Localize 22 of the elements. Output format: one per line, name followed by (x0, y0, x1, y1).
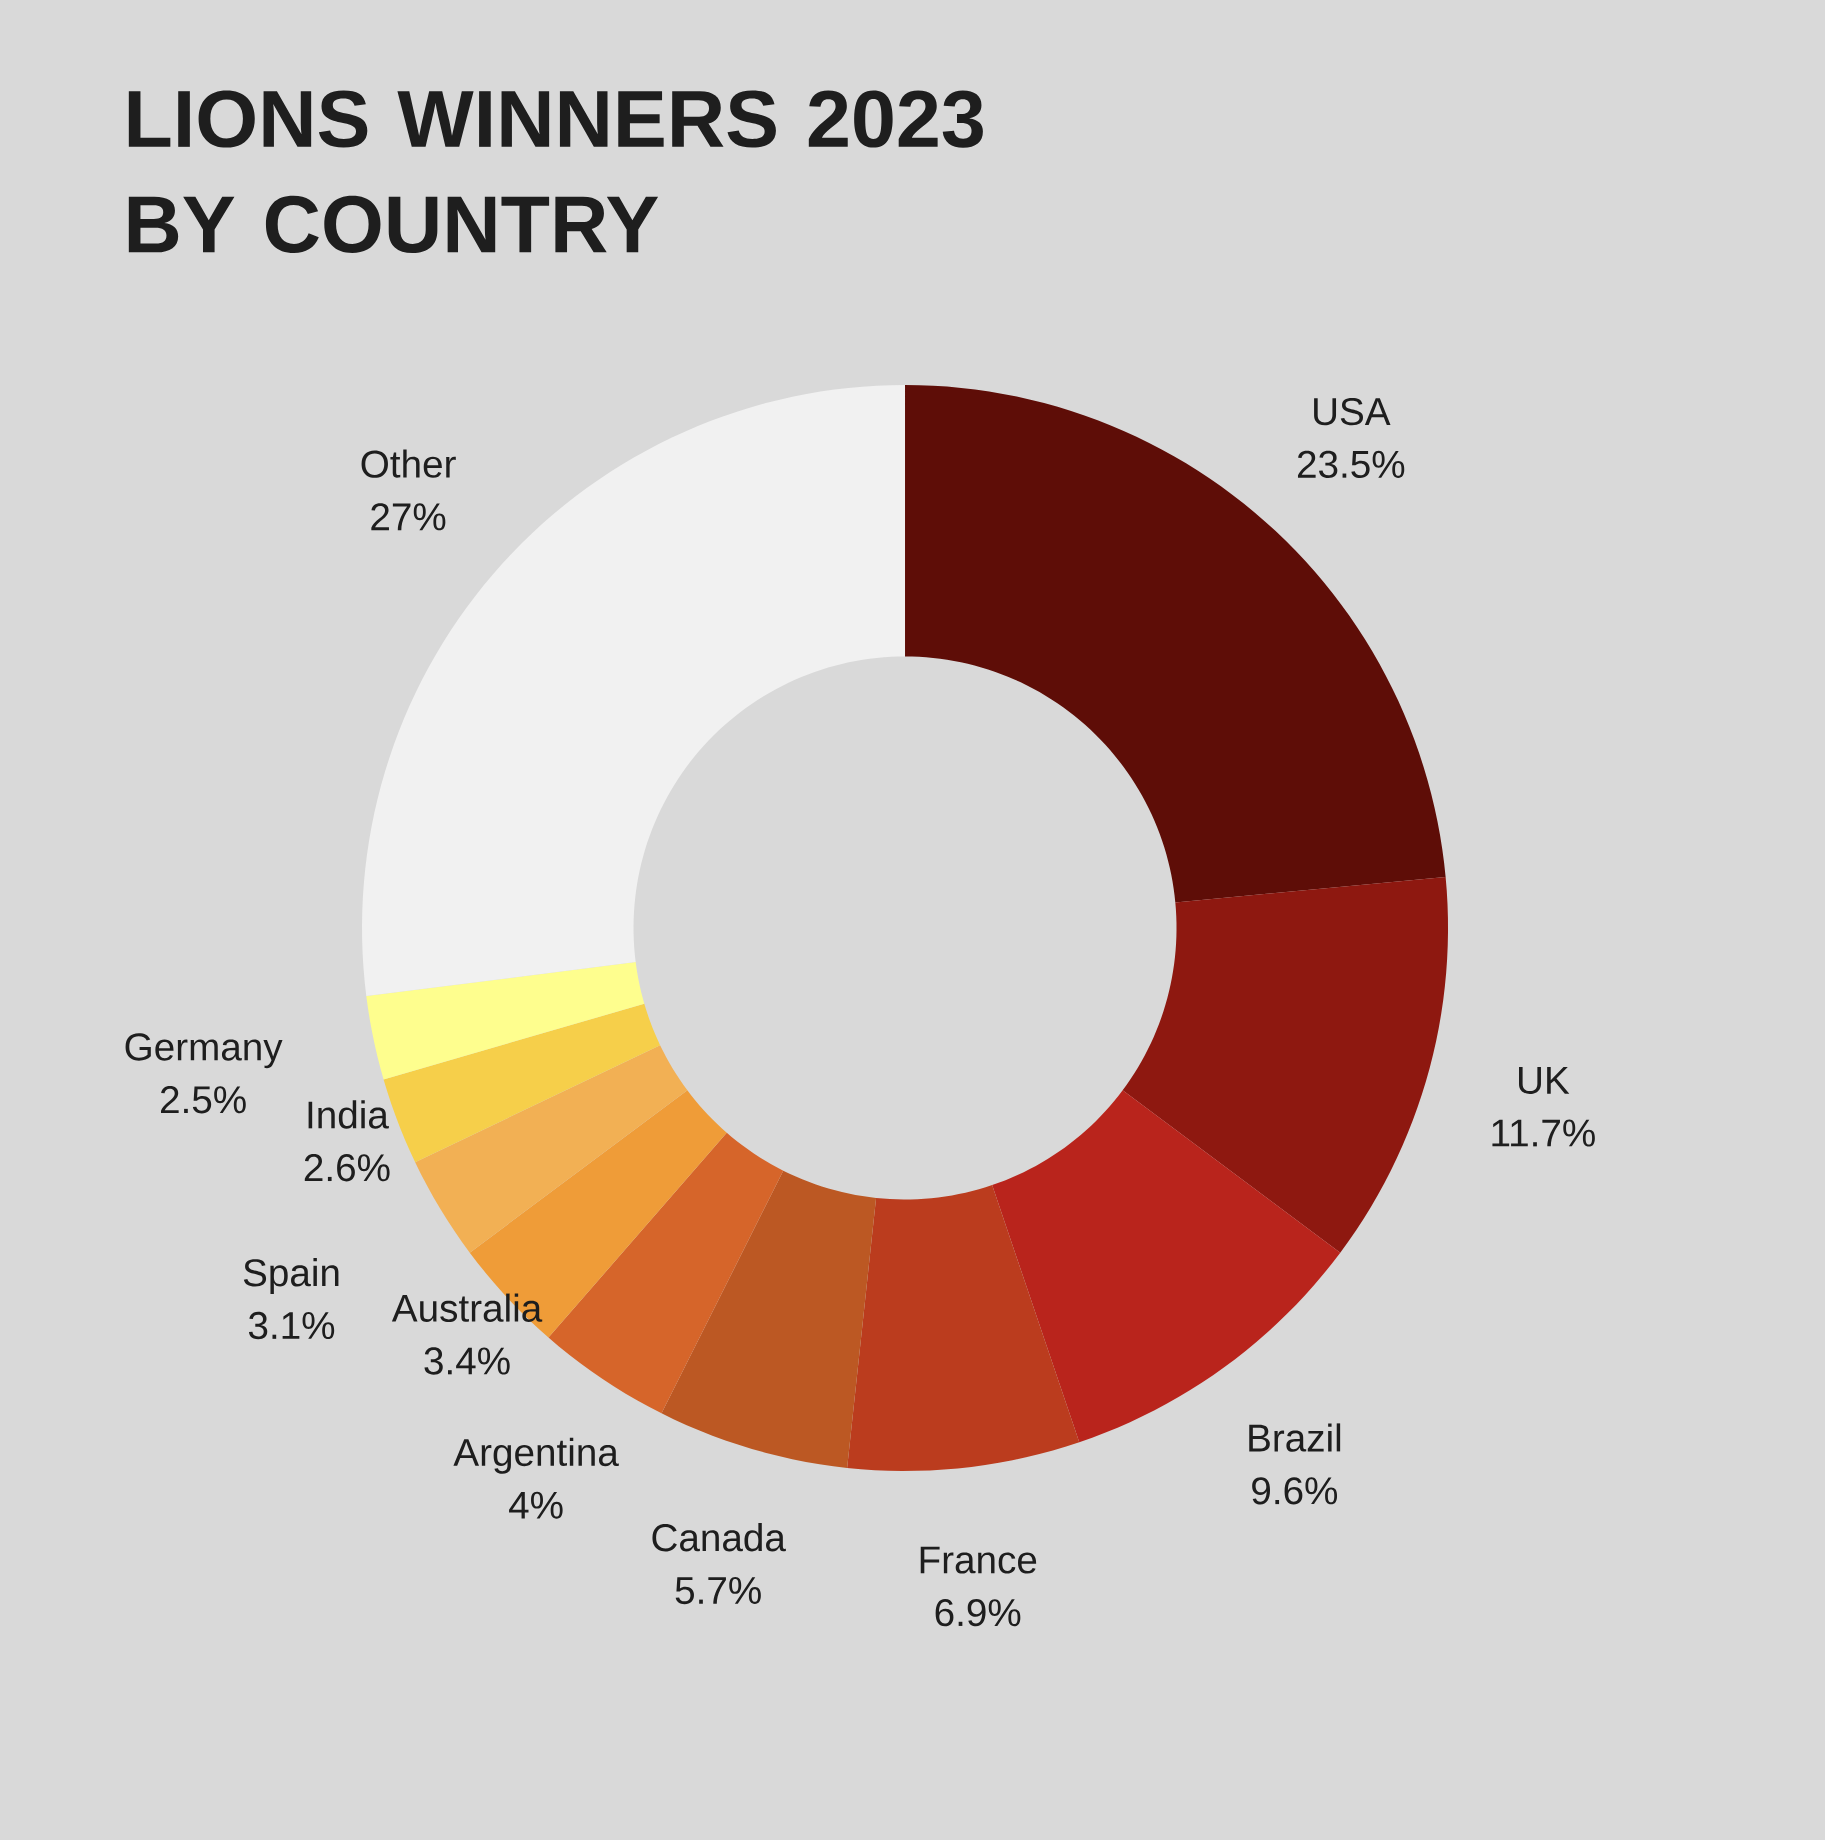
data-label: 3.4% (424, 1347, 510, 1375)
data-label: 23.5% (1297, 450, 1405, 479)
data-label: 11.7% (1492, 1119, 1595, 1147)
data-label: 9.6% (1252, 1477, 1338, 1505)
data-label: 3.1% (248, 1311, 335, 1340)
slice-label: France (920, 1546, 1037, 1574)
slice-label: Brazil (1249, 1423, 1341, 1452)
slice-label: Germany (125, 1033, 283, 1069)
slice-label: Canada (652, 1523, 786, 1552)
slice-label: UK (1519, 1067, 1570, 1095)
data-label: 4% (509, 1491, 563, 1519)
chart-title: LIONS WINNERS 2023 BY COUNTRY (128, 90, 983, 254)
data-label: 2.6% (304, 1154, 390, 1182)
slice-label: Spain (243, 1258, 339, 1295)
data-label: 5.7% (675, 1576, 761, 1605)
slice-label: Argentina (453, 1437, 619, 1474)
slice-label: Other (361, 449, 456, 478)
data-label: 6.9% (935, 1598, 1021, 1627)
slice-label: USA (1314, 397, 1391, 426)
data-label: 27% (371, 503, 446, 531)
slice-label: India (308, 1100, 389, 1129)
data-label: 2.5% (161, 1086, 246, 1114)
